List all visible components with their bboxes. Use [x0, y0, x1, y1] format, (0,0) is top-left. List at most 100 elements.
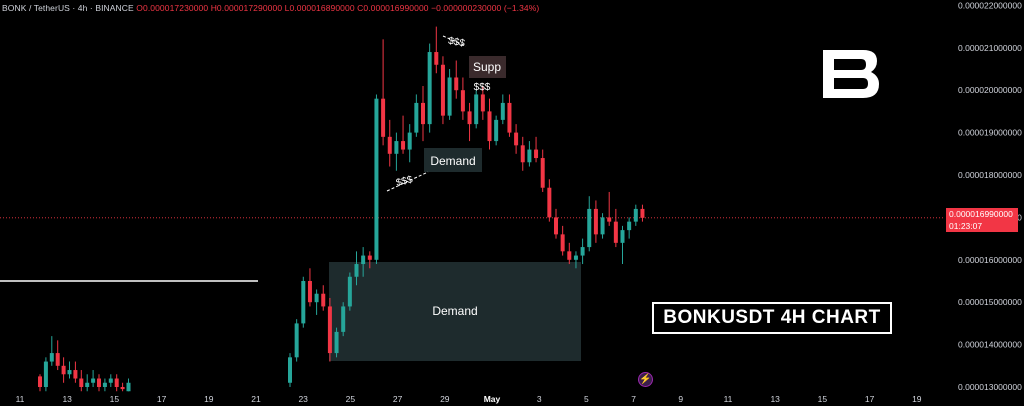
current-price-label: 0.000016990000 01:23:07	[946, 208, 1018, 232]
candle-body	[401, 141, 406, 150]
candle-body	[427, 52, 432, 125]
candle-body	[91, 378, 96, 383]
x-tick-label: 7	[631, 394, 636, 404]
candle-body	[613, 221, 618, 243]
x-tick-label: 15	[110, 394, 120, 404]
candle-body	[49, 353, 54, 362]
candle-body	[341, 306, 346, 332]
candle-body	[607, 217, 612, 222]
candle-body	[487, 111, 492, 142]
candle-body	[560, 234, 565, 252]
candle-body	[460, 90, 465, 112]
x-tick-label: 11	[16, 394, 25, 404]
candle-body	[447, 77, 452, 116]
candle-body	[467, 111, 472, 125]
candle-body	[321, 293, 326, 307]
candle-body	[627, 221, 632, 231]
liquidity-annotation-top: $$$	[447, 36, 466, 50]
candle-body	[361, 255, 366, 265]
liquidity-annotation-bottom: $$$	[395, 174, 414, 189]
y-tick-label: 0.000018000000	[958, 170, 1022, 180]
candle-body	[120, 387, 125, 390]
demand-zone-large-label: Demand	[432, 304, 477, 318]
candle-body	[67, 370, 72, 375]
candle-body	[454, 77, 459, 91]
candle-body	[440, 64, 445, 116]
y-axis: 0.000013000000 0.000014000000 0.0000150000…	[958, 0, 1022, 392]
candles	[38, 26, 645, 392]
bar-countdown: 01:23:07	[949, 221, 983, 231]
candle-body	[307, 281, 312, 303]
candle-body	[43, 361, 48, 387]
candle-body	[294, 323, 299, 358]
candle-body	[500, 102, 505, 120]
candle-body	[567, 251, 572, 260]
candle-body	[414, 102, 419, 133]
x-tick-label: 13	[770, 394, 780, 404]
brand-logo-icon	[823, 50, 879, 98]
supply-zone-label: Supp	[473, 60, 501, 74]
y-tick-label: 0.000020000000	[958, 85, 1022, 95]
demand-zone-small	[424, 148, 482, 172]
x-tick-label: 9	[678, 394, 683, 404]
candle-body	[126, 382, 131, 392]
x-tick-label: 11	[724, 394, 733, 404]
candle-body	[38, 376, 42, 387]
candle-body	[640, 208, 645, 218]
candle-body	[540, 158, 545, 188]
y-tick-label: 0.000013000000	[958, 382, 1022, 392]
x-tick-label: 19	[204, 394, 214, 404]
candle-body	[347, 276, 352, 307]
candle-body	[301, 281, 306, 324]
supply-zone	[469, 56, 506, 78]
x-tick-label: 17	[865, 394, 875, 404]
liquidity-annotation-mid: $$$	[474, 82, 491, 93]
x-tick-label: 5	[584, 394, 589, 404]
candle-body	[55, 353, 60, 366]
candle-body	[314, 293, 319, 303]
candle-body	[79, 378, 84, 387]
candle-body	[114, 378, 119, 387]
demand-zone-large	[329, 262, 581, 361]
x-tick-label: 17	[157, 394, 167, 404]
x-tick-label: 27	[393, 394, 403, 404]
candle-body	[593, 208, 598, 235]
candle-body	[587, 208, 592, 248]
ohlc-high: H0.000017290000	[210, 3, 283, 13]
ohlc-change: −0.000000230000 (−1.34%)	[431, 3, 540, 13]
y-tick-label: 0.000019000000	[958, 128, 1022, 138]
x-tick-label: 25	[346, 394, 356, 404]
candle-body	[387, 136, 392, 154]
candle-body	[102, 382, 107, 387]
y-tick-label: 0.000014000000	[958, 340, 1022, 350]
candle-body	[474, 94, 479, 125]
candle-body	[547, 187, 552, 218]
symbol-name: BONK / TetherUS · 4h · BINANCE	[2, 3, 134, 13]
candle-body	[580, 247, 585, 256]
candle-body	[288, 357, 292, 383]
candle-body	[633, 208, 638, 222]
liquidity-line-bottom	[386, 171, 429, 192]
lightning-icon[interactable]: ⚡	[638, 372, 653, 387]
current-price-value: 0.000016990000	[949, 209, 1013, 219]
candle-body	[354, 264, 359, 277]
candle-body	[434, 52, 439, 65]
candle-body	[334, 331, 339, 354]
candle-body	[374, 98, 379, 260]
candle-body	[85, 382, 90, 387]
x-tick-label: 21	[251, 394, 261, 404]
x-tick-label: 13	[62, 394, 72, 404]
candle-body	[494, 119, 499, 142]
candle-body	[73, 370, 78, 379]
candle-body	[534, 149, 539, 159]
candle-body	[367, 255, 372, 260]
y-tick-label: 0.000022000000	[958, 0, 1022, 10]
candle-body	[480, 94, 485, 112]
candle-body	[327, 306, 332, 354]
symbol-header: BONK / TetherUS · 4h · BINANCE O0.000017…	[2, 3, 539, 13]
candle-body	[407, 132, 412, 150]
x-axis: 11 13 15 17 19 21 23 25 27 29 May 3 5 7 9 11 13 15 17 19	[16, 394, 922, 404]
y-tick-label: 0.000021000000	[958, 43, 1022, 53]
x-tick-label: May	[484, 394, 501, 404]
